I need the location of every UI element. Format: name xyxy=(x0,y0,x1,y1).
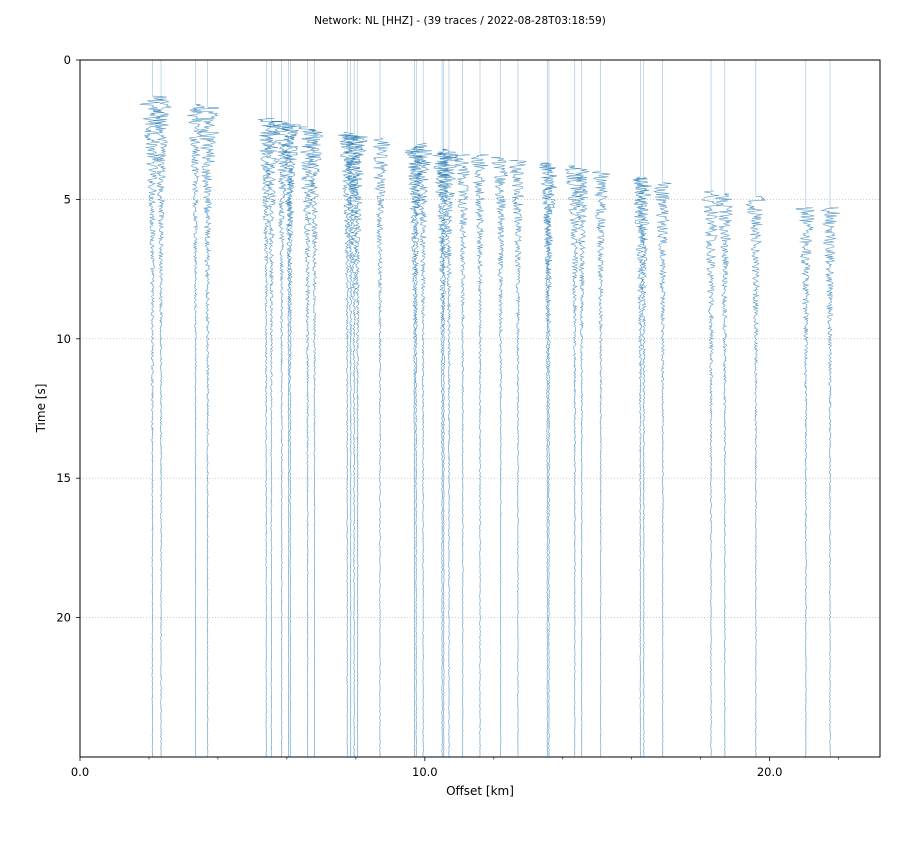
seismic-trace xyxy=(373,137,391,757)
seismic-trace xyxy=(470,154,489,758)
seismic-trace xyxy=(305,129,324,757)
seismic-trace xyxy=(281,123,301,757)
seismic-trace xyxy=(194,107,220,757)
seismic-trace xyxy=(412,143,433,757)
seismic-trace xyxy=(139,95,167,757)
seismic-trace xyxy=(714,193,734,757)
x-tick-label: 0.0 xyxy=(71,765,89,779)
seismic-trace xyxy=(343,135,365,757)
x-tick-label: 20.0 xyxy=(757,765,783,779)
seismic-trace xyxy=(539,162,558,757)
seismic-trace xyxy=(152,98,172,758)
seismic-trace xyxy=(490,157,508,758)
seismic-trace xyxy=(408,148,425,757)
seismic-trace xyxy=(653,182,672,757)
seismic-trace xyxy=(432,148,453,757)
seismic-trace xyxy=(564,165,583,757)
seismic-trace xyxy=(337,132,356,757)
seismic-trace xyxy=(634,176,652,757)
seismic-trace xyxy=(261,121,283,757)
chart-title: Network: NL [HHZ] - (39 traces / 2022-08… xyxy=(314,15,606,27)
y-tick-label: 0 xyxy=(64,53,71,67)
y-tick-label: 15 xyxy=(56,471,71,485)
x-tick-label: 10.0 xyxy=(412,765,438,779)
x-axis-label: Offset [km] xyxy=(446,784,514,798)
seismic-trace xyxy=(280,123,297,757)
seismic-trace xyxy=(820,207,840,757)
seismic-trace xyxy=(271,121,290,757)
seismic-trace xyxy=(438,151,460,757)
trace-layer xyxy=(139,60,840,758)
seismic-trace xyxy=(508,160,527,757)
seismic-trace xyxy=(632,176,649,757)
plot-frame xyxy=(79,59,881,758)
y-tick-label: 5 xyxy=(64,192,71,206)
y-tick-label: 20 xyxy=(56,611,71,625)
y-tick-label: 10 xyxy=(56,332,71,346)
seismic-trace xyxy=(404,146,425,757)
y-axis-label: Time [s] xyxy=(34,384,48,434)
seismic-trace xyxy=(592,171,611,757)
seismic-trace xyxy=(453,154,470,757)
seismic-trace xyxy=(258,118,276,757)
axis-ticks: 0.0 10.0 20.0 0 5 10 15 20 xyxy=(56,53,839,779)
seismic-trace xyxy=(795,207,815,757)
seismic-trace xyxy=(574,168,590,757)
seismic-trace xyxy=(342,135,359,757)
seismic-trace xyxy=(542,162,557,757)
seismic-trace xyxy=(348,135,368,757)
seismic-trace xyxy=(298,126,319,757)
seismic-trace xyxy=(436,151,451,757)
seismic-trace xyxy=(745,196,766,757)
seismic-trace xyxy=(187,104,205,757)
seismic-trace xyxy=(701,190,720,757)
